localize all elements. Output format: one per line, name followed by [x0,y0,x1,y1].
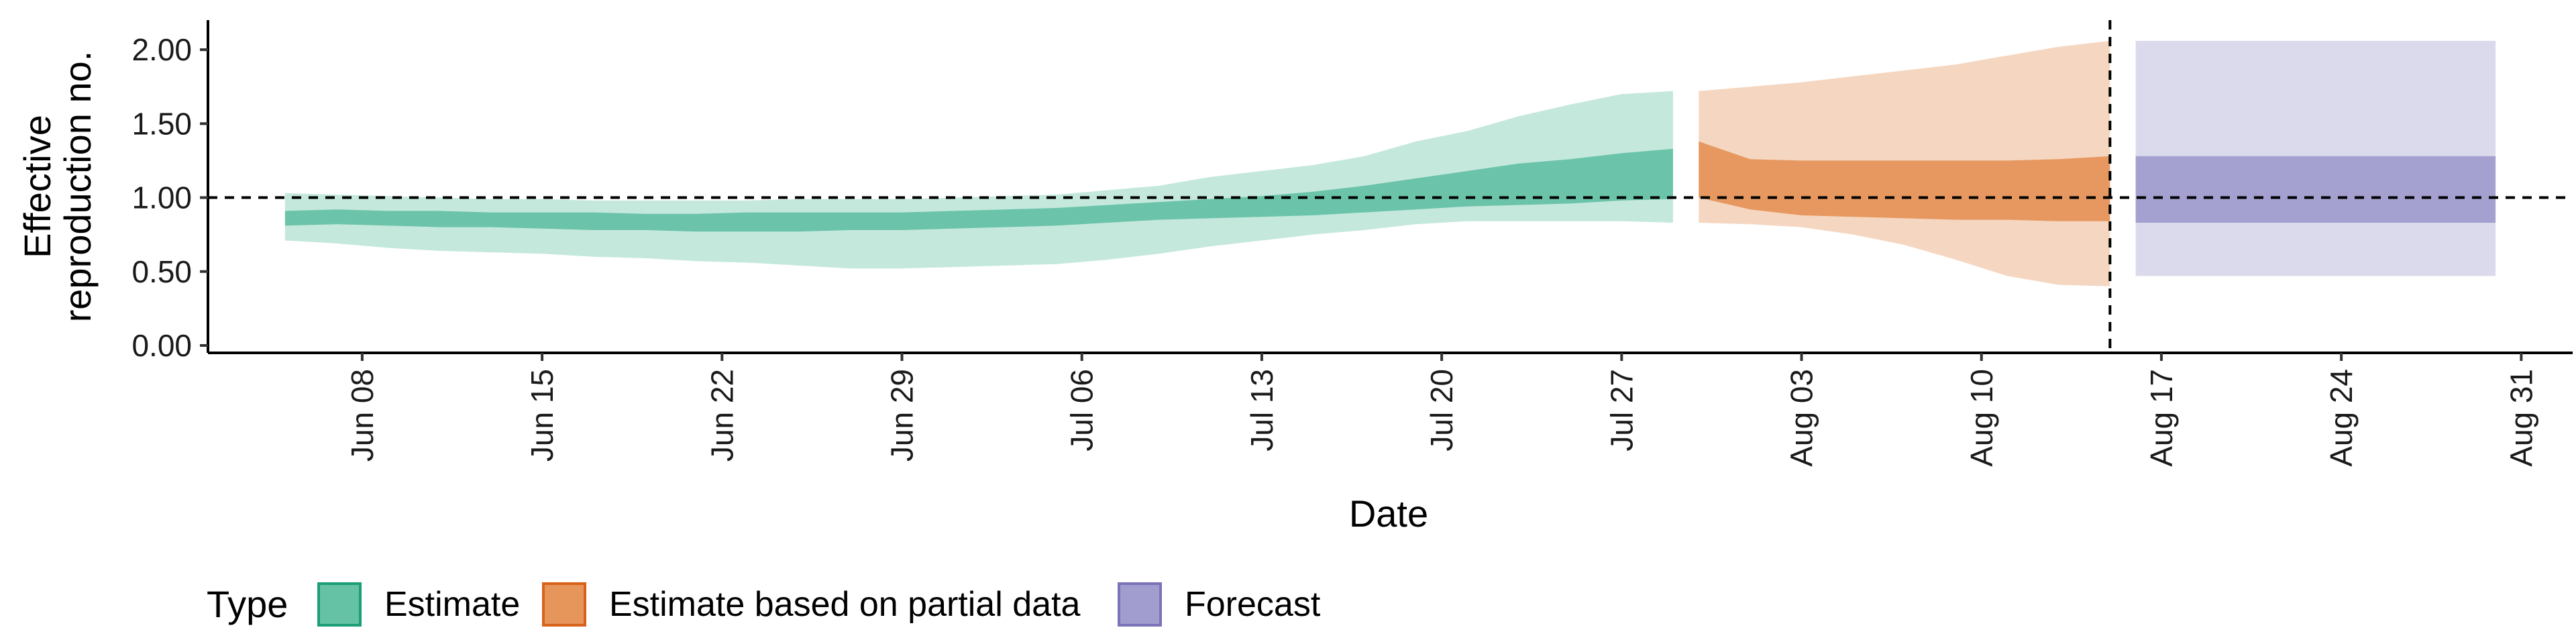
x-tick-label: Jun 08 [345,369,380,462]
x-tick-label: Aug 10 [1964,369,1999,467]
y-tick-label: 1.50 [131,106,192,141]
y-tick-label: 2.00 [131,32,192,67]
x-axis-title: Date [1349,492,1428,535]
legend-label-estimate-based-on-partial-data: Estimate based on partial data [609,585,1081,624]
legend-swatch-estimate [317,582,362,627]
y-axis-title-line: reproduction no. [56,51,99,323]
x-tick-label: Jul 06 [1065,369,1099,451]
legend-title: Type [207,583,288,625]
y-tick-label: 0.00 [131,328,192,363]
x-tick-label: Aug 31 [2504,369,2538,467]
x-tick-label: Aug 17 [2144,369,2179,467]
y-tick-label: 0.50 [131,254,192,289]
y-axis-title: Effectivereproduction no. [16,51,99,323]
x-tick-label: Jun 22 [704,369,739,462]
x-tick-label: Jul 27 [1604,369,1639,451]
y-axis-title-line: Effective [16,115,58,258]
legend: Type Estimate Estimate based on partial da… [207,582,1321,627]
legend-swatch-estimate-based-on-partial-data [542,582,586,627]
x-tick-label: Jul 13 [1244,369,1279,451]
y-tick-label: 1.00 [131,180,192,215]
x-tick-label: Aug 03 [1784,369,1819,467]
x-tick-label: Aug 24 [2324,369,2359,467]
legend-label-estimate: Estimate [384,585,520,624]
estimate-inner-band [284,148,1674,232]
forecast-inner-band [2135,156,2496,223]
reference-lines [208,20,2573,353]
bands-layer [284,40,2496,286]
x-tick-label: Jul 20 [1424,369,1459,451]
axes-layer: 0.00 0.50 1.00 1.50 2.00 Jun 08 Jun 15 Jun 22 Ju… [131,20,2573,467]
legend-label-forecast: Forecast [1185,585,1321,624]
x-tick-label: Jun 29 [885,369,920,462]
x-tick-label: Jun 15 [525,369,559,462]
estimate-based-on-partial-data-inner-band [1699,141,2110,221]
legend-swatch-forecast [1118,582,1162,627]
